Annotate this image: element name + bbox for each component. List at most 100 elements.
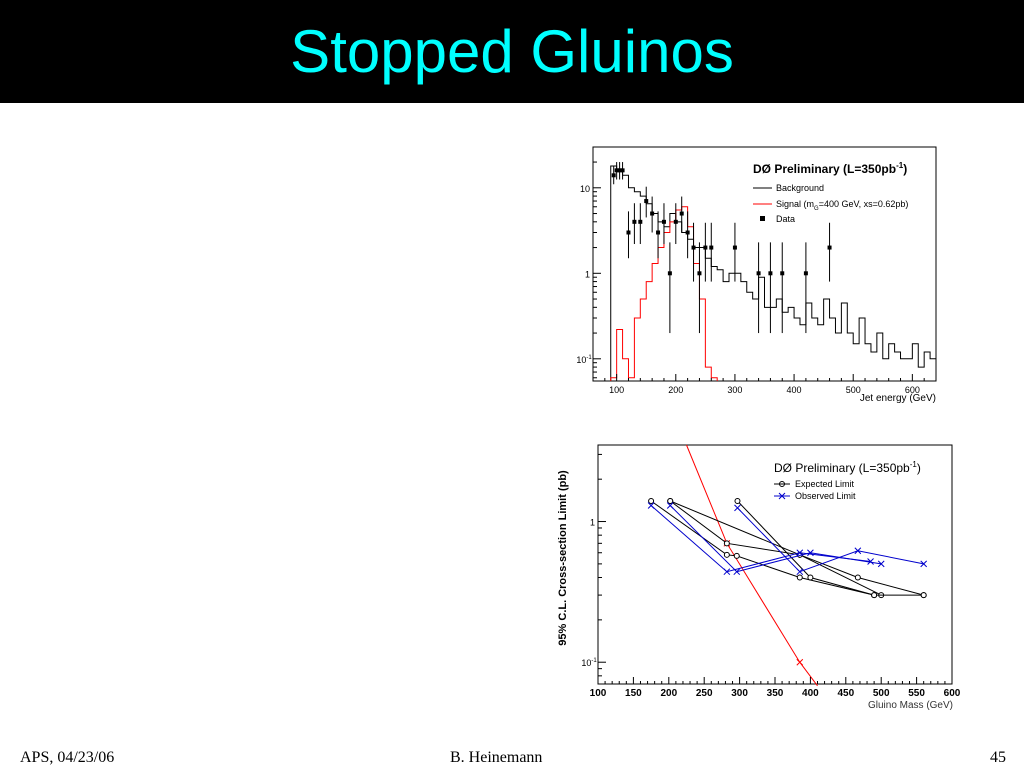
- legend-background-label: Background: [776, 183, 824, 193]
- x-tick-label: 400: [802, 688, 819, 699]
- y-tick-label: 10-1: [576, 355, 592, 365]
- plot-frame: [592, 146, 937, 382]
- x-tick-label: 600: [905, 385, 920, 395]
- data-point: [703, 245, 708, 250]
- expected-limit-marker: [723, 540, 730, 547]
- x-tick-label: 500: [873, 688, 890, 699]
- legend-data-swatch: [760, 216, 765, 221]
- data-point: [656, 230, 661, 235]
- x-tick-label: 350: [767, 688, 784, 699]
- data-point: [697, 271, 702, 276]
- expected-limit-line: [669, 500, 924, 596]
- observed-limit-marker: [867, 558, 874, 565]
- x-axis-label: Jet energy (GeV): [860, 393, 936, 404]
- x-tick-label: 550: [908, 688, 925, 699]
- x-tick-label: 100: [609, 385, 624, 395]
- footer-conference: APS, 04/23/06: [20, 749, 115, 766]
- data-point: [614, 168, 619, 173]
- expected-limit-marker: [920, 592, 927, 599]
- data-point: [780, 271, 785, 276]
- legend-observed-marker: [778, 492, 786, 500]
- data-point: [667, 271, 672, 276]
- expected-limit-marker: [871, 592, 878, 599]
- x-tick-label: 200: [668, 385, 683, 395]
- plot-frame: [597, 444, 953, 685]
- x-tick-label: 300: [727, 385, 742, 395]
- data-point: [673, 219, 678, 224]
- observed-limit-marker: [733, 568, 741, 576]
- expected-limit-line: [650, 500, 875, 596]
- observed-limit-marker: [796, 568, 804, 576]
- observed-limit-marker: [666, 502, 674, 509]
- data-point: [632, 219, 637, 224]
- expected-limit-marker: [667, 497, 674, 504]
- legend-signal-label: Signal (mG=400 GeV, xs=0.62pb): [776, 199, 908, 212]
- data-point: [732, 245, 737, 250]
- data-point: [679, 211, 684, 216]
- title-bar: [0, 0, 1024, 103]
- footer-author: B. Heinemann: [450, 749, 543, 766]
- legend-data-label: Data: [776, 214, 795, 224]
- observed-limit-marker: [877, 560, 885, 568]
- expected-limit-marker: [796, 574, 803, 581]
- jet-energy-histogram: 100 200 300 400 500 600 10-1 1 10 DØ Preliminar…: [576, 146, 937, 404]
- data-point: [620, 168, 625, 173]
- x-axis-ticks: 100 150 200 250 300 350 400 450 500 550 600: [590, 677, 961, 699]
- data-point: [756, 271, 761, 276]
- data-point: [709, 245, 714, 250]
- data-point: [827, 245, 832, 250]
- x-tick-label: 150: [625, 688, 642, 699]
- legend-observed-label: Observed Limit: [795, 491, 856, 501]
- slide-title: Stopped Gluinos: [290, 18, 734, 85]
- x-tick-label: 300: [731, 688, 748, 699]
- y-axis-label: 95% C.L. Cross-section Limit (pb): [557, 470, 569, 646]
- data-point: [617, 168, 622, 173]
- observed-limit-marker: [734, 504, 741, 512]
- x-tick-label: 600: [944, 688, 961, 699]
- data-point: [803, 271, 808, 276]
- data-point: [638, 219, 643, 224]
- y-tick-label: 1: [590, 518, 595, 528]
- chart-title: DØ Preliminary (L=350pb-1): [753, 161, 907, 176]
- x-tick-label: 500: [846, 385, 861, 395]
- expected-limit-marker: [723, 551, 730, 558]
- x-tick-label: 400: [787, 385, 802, 395]
- data-point: [768, 271, 773, 276]
- observed-limit-marker: [807, 549, 814, 557]
- x-tick-label: 200: [660, 688, 677, 699]
- data-point: [685, 230, 690, 235]
- y-axis-ticks: 10-1 1 10: [576, 161, 601, 379]
- y-tick-label: 1: [585, 269, 590, 279]
- data-point: [661, 219, 666, 224]
- limit-curves: [647, 444, 928, 687]
- y-tick-label: 10-1: [581, 658, 597, 668]
- observed-limit-marker: [723, 568, 731, 576]
- data-point: [650, 211, 655, 216]
- observed-limit-marker: [920, 560, 928, 568]
- y-axis-ticks: 10-1 1: [581, 453, 606, 677]
- y-tick-label: 10: [580, 184, 590, 194]
- data-points: [611, 162, 832, 334]
- theory-marker: [796, 658, 804, 666]
- data-point: [611, 173, 616, 178]
- data-point: [691, 245, 696, 250]
- theory-curve: [686, 444, 818, 687]
- cross-section-limit-chart: 100 150 200 250 300 350 400 450 500 550 600 10-11 …: [557, 444, 961, 711]
- x-tick-label: 250: [696, 688, 713, 699]
- data-point: [644, 199, 649, 204]
- expected-limit-marker: [854, 574, 861, 581]
- x-axis-ticks: 100 200 300 400 500 600: [592, 374, 937, 395]
- x-tick-label: 100: [590, 688, 607, 699]
- observed-limit-line: [737, 507, 924, 573]
- expected-limit-marker: [733, 552, 740, 559]
- expected-limit-marker: [734, 497, 741, 504]
- observed-limit-line: [669, 505, 882, 573]
- observed-limit-marker: [854, 547, 862, 555]
- x-tick-label: 450: [837, 688, 854, 699]
- footer-page-number: 45: [990, 749, 1006, 766]
- x-axis-label: Gluino Mass (GeV): [868, 700, 953, 711]
- expected-limit-line: [737, 500, 924, 596]
- data-point: [626, 230, 631, 235]
- legend-expected-label: Expected Limit: [795, 479, 855, 489]
- expected-limit-marker: [648, 497, 655, 504]
